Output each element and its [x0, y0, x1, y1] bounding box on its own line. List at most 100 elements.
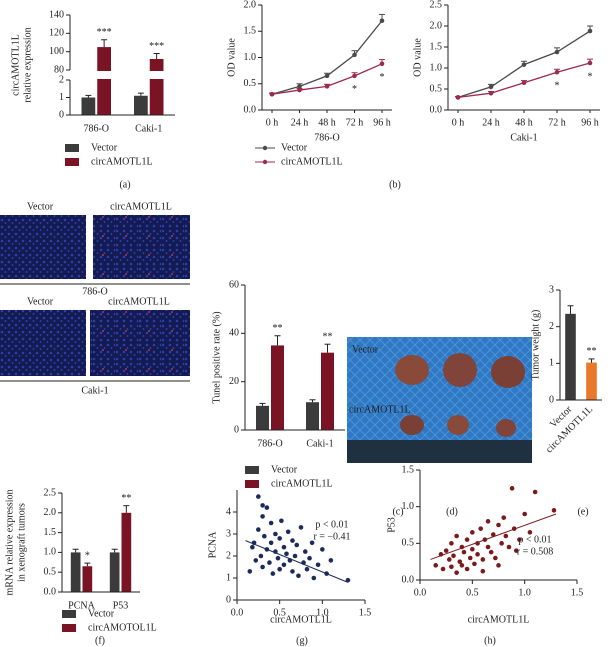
x-axis-label: Caki-1	[510, 132, 537, 143]
panel-label: (g)	[296, 635, 308, 646]
bar	[565, 313, 576, 400]
point	[292, 553, 298, 559]
legend-label: Vector	[88, 608, 115, 619]
panel-label: (d)	[446, 506, 458, 517]
y-tick-label: 0	[549, 394, 554, 405]
annotation: r = −0.41	[313, 531, 350, 542]
point	[521, 80, 527, 85]
x-axis-label: 786-O	[314, 132, 340, 143]
x-tick-label: 1.5	[571, 587, 584, 598]
x-tick-label: 1.0	[518, 587, 531, 598]
legend-swatch	[245, 466, 259, 474]
fit-line	[245, 540, 349, 583]
y-axis-label: relative expression	[22, 27, 33, 102]
point	[503, 533, 509, 539]
bar	[81, 97, 96, 115]
tumor	[496, 419, 516, 437]
tumor	[400, 415, 424, 435]
x-tick-label: 0.5	[466, 587, 479, 598]
image-label: Caki-1	[81, 385, 108, 396]
y-tick-label: 100	[49, 46, 64, 57]
point	[311, 575, 317, 581]
point	[294, 542, 300, 548]
image	[93, 215, 190, 279]
point	[267, 560, 272, 565]
photo-label: Vector	[352, 344, 379, 355]
annotation: p < 0.01	[315, 519, 348, 530]
y-tick-label: 2.0	[244, 0, 257, 10]
point	[496, 522, 501, 528]
point	[459, 563, 465, 568]
point	[488, 90, 494, 96]
point	[464, 566, 470, 572]
y-tick-label: 0.0	[244, 104, 257, 115]
tumor	[443, 353, 477, 387]
point	[506, 544, 512, 550]
significance: *	[352, 84, 357, 95]
point	[475, 552, 480, 557]
point	[320, 547, 325, 552]
point	[270, 571, 276, 576]
significance: ***	[149, 41, 164, 52]
panel-label: (b)	[389, 179, 401, 190]
y-tick-label: 4	[226, 506, 231, 517]
tumor	[491, 356, 525, 388]
y-axis-label: Tumor weight (g)	[530, 310, 541, 381]
y-axis-label: Tunel positive rate (%)	[211, 311, 222, 403]
annotation: r = 0.508	[517, 546, 553, 557]
point	[284, 551, 289, 557]
point	[269, 91, 275, 97]
point	[488, 549, 494, 555]
point	[302, 549, 308, 554]
bar	[149, 59, 164, 115]
point	[296, 573, 301, 579]
y-tick-label: 0.5	[430, 83, 443, 94]
point	[470, 546, 475, 552]
y-tick-label: 1.0	[44, 547, 57, 558]
point	[443, 548, 449, 553]
point	[379, 61, 385, 67]
axis-break	[69, 71, 176, 79]
point	[262, 533, 267, 539]
legend-label: circAMOTL1L	[281, 156, 343, 167]
point	[554, 49, 560, 55]
point	[451, 553, 456, 559]
point	[454, 533, 459, 539]
microscopy-images: Vector circAMOTL1L 786-O Vector circAMOT…	[0, 201, 190, 396]
point	[480, 557, 486, 562]
photo-edge	[347, 440, 532, 463]
point	[297, 84, 302, 89]
y-tick-label: 1.0	[402, 501, 415, 512]
point	[260, 503, 265, 508]
point	[551, 508, 557, 513]
bar	[97, 47, 111, 116]
x-tick-label: P53	[113, 600, 129, 611]
legend-swatch	[262, 159, 268, 165]
point	[454, 570, 459, 575]
point	[247, 569, 253, 574]
x-tick-label: 72 h	[346, 117, 364, 128]
y-tick-label: 1.0	[244, 52, 257, 63]
point	[499, 541, 504, 546]
y-axis-label: OD value	[412, 38, 423, 77]
y-tick-label: 1.0	[430, 62, 443, 73]
image	[90, 310, 190, 376]
x-tick-label: 786-O	[83, 123, 109, 134]
image	[0, 215, 86, 279]
panel-label: (f)	[95, 635, 105, 646]
point	[297, 87, 302, 93]
point	[277, 536, 282, 541]
point	[328, 558, 334, 563]
y-tick-label: 3	[549, 284, 554, 295]
point	[258, 553, 264, 559]
x-tick-label: Caki-1	[306, 438, 333, 449]
point	[433, 563, 439, 568]
bar	[321, 352, 334, 430]
point	[517, 537, 522, 542]
point	[273, 531, 278, 537]
point	[501, 515, 507, 520]
panel-label: (c)	[392, 506, 403, 517]
legend-swatch	[65, 144, 79, 152]
y-tick-label: 140	[49, 9, 64, 20]
